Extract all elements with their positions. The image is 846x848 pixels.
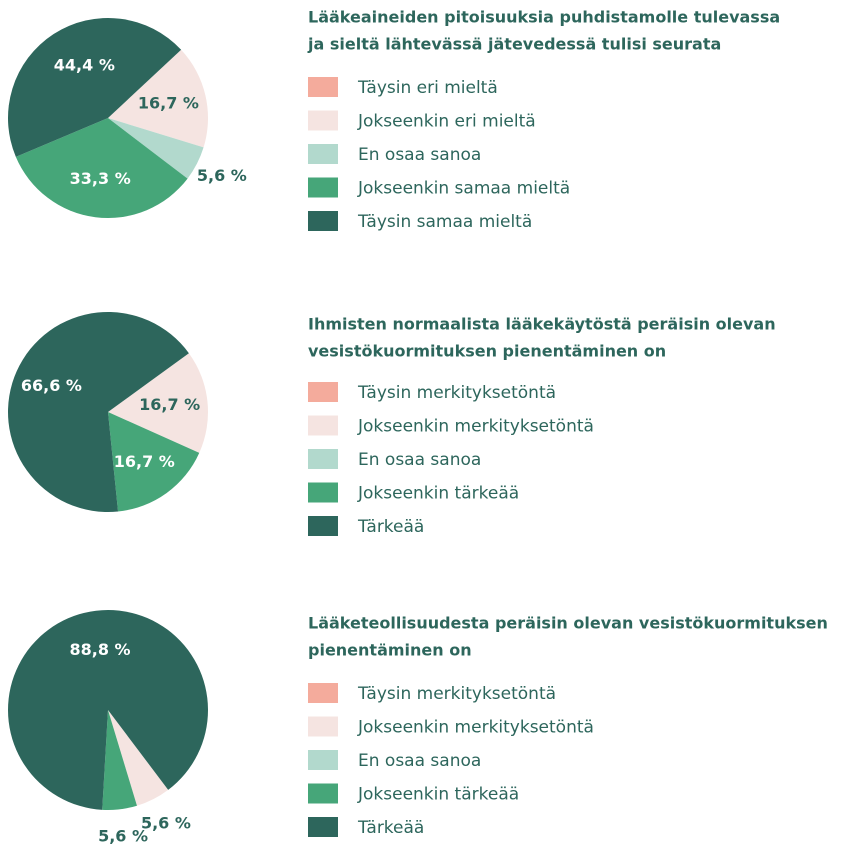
- legend-label: En osaa sanoa: [358, 751, 481, 771]
- slice-label: 88,8 %: [69, 640, 130, 659]
- legend-label: Tärkeää: [357, 818, 424, 838]
- legend-swatch: [308, 144, 338, 164]
- pie-slice: [8, 18, 182, 157]
- slice-label: 66,6 %: [21, 376, 82, 395]
- slice-label: 16,7 %: [139, 395, 200, 414]
- legend-label: Täysin merkityksetöntä: [357, 684, 556, 704]
- pie-slice: [102, 710, 137, 810]
- slice-label: 33,3 %: [70, 169, 131, 188]
- legend-label: Jokseenkin tärkeää: [357, 785, 519, 805]
- legend-swatch: [308, 716, 338, 737]
- chart-title: vesistökuormituksen pienentäminen on: [308, 342, 666, 361]
- slice-label: 5,6 %: [141, 814, 191, 833]
- legend-swatch: [308, 382, 338, 402]
- chart-title: Ihmisten normaalista lääkekäytöstä peräi…: [308, 315, 776, 334]
- legend-label: Jokseenkin merkityksetöntä: [357, 417, 594, 437]
- pie-slice: [108, 49, 208, 148]
- legend-label: Täysin samaa mieltä: [357, 212, 532, 232]
- legend-label: Tärkeää: [357, 517, 424, 537]
- legend-swatch: [308, 683, 338, 703]
- legend-label: Jokseenkin samaa mieltä: [357, 179, 570, 199]
- legend-label: Täysin eri mieltä: [357, 78, 498, 98]
- pie-slice: [8, 609, 209, 810]
- slice-label: 5,6 %: [197, 166, 247, 185]
- legend-swatch: [308, 177, 338, 198]
- legend-label: Täysin merkityksetöntä: [357, 383, 556, 403]
- legend-swatch: [308, 415, 338, 436]
- slice-label: 44,4 %: [54, 55, 115, 74]
- chart-title: Lääkeaineiden pitoisuuksia puhdistamolle…: [308, 8, 780, 27]
- chart-title: Lääketeollisuudesta peräisin olevan vesi…: [308, 614, 828, 633]
- chart-title: pienentäminen on: [308, 641, 472, 660]
- legend-swatch: [308, 516, 338, 536]
- pie-slice: [108, 118, 204, 179]
- legend-swatch: [308, 783, 338, 804]
- legend-swatch: [308, 77, 338, 97]
- legend-swatch: [308, 449, 338, 469]
- legend-swatch: [308, 211, 338, 231]
- legend-swatch: [308, 817, 338, 837]
- legend-swatch: [308, 110, 338, 131]
- legend-label: Jokseenkin eri mieltä: [357, 112, 536, 132]
- slice-label: 16,7 %: [114, 452, 175, 471]
- legend-label: En osaa sanoa: [358, 145, 481, 165]
- pie-slice: [15, 118, 188, 218]
- pie-slice: [108, 710, 169, 806]
- pie-slice: [7, 311, 189, 512]
- slice-label: 16,7 %: [138, 94, 199, 113]
- slice-label: 5,6 %: [98, 827, 148, 846]
- pie-slice: [108, 353, 208, 453]
- legend-label: Jokseenkin tärkeää: [357, 484, 519, 504]
- legend-swatch: [308, 750, 338, 770]
- legend-label: En osaa sanoa: [358, 450, 481, 470]
- legend-swatch: [308, 482, 338, 503]
- legend-label: Jokseenkin merkityksetöntä: [357, 718, 594, 738]
- chart-title: ja sieltä lähtevässä jätevedessä tulisi …: [307, 35, 721, 54]
- pie-slice: [108, 412, 200, 512]
